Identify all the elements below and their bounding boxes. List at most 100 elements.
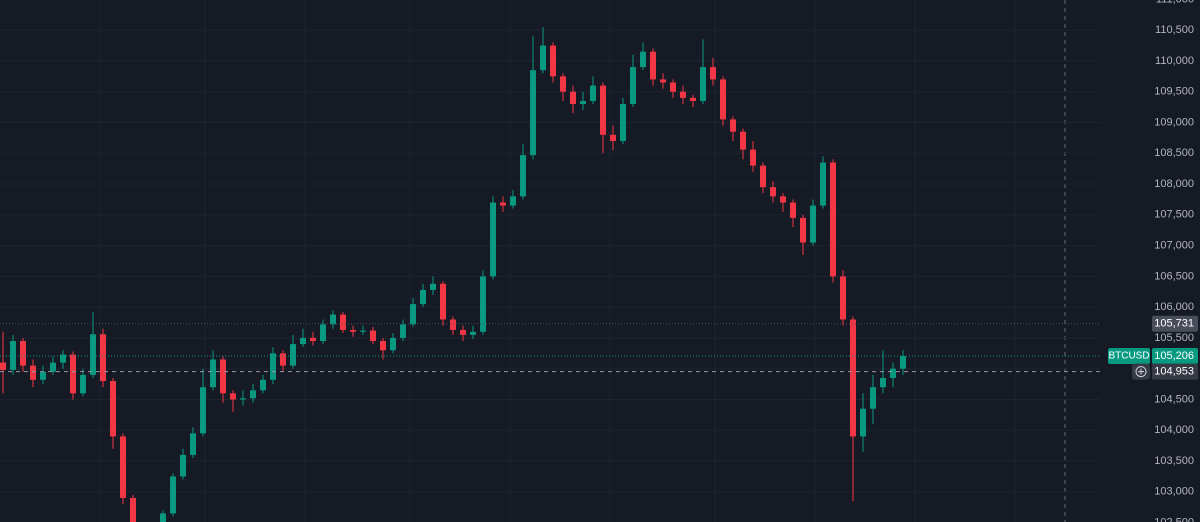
price-name: BTCUSD xyxy=(1108,351,1149,362)
candle-body xyxy=(440,283,446,320)
candle-body xyxy=(740,131,746,150)
candle-body xyxy=(540,45,546,71)
y-tick-label: 107,000 xyxy=(1154,240,1194,252)
vertical-grid xyxy=(99,0,1016,522)
y-tick-label: 107,500 xyxy=(1154,209,1194,221)
candle-body xyxy=(160,513,166,522)
candle-body xyxy=(670,82,676,92)
candle-body xyxy=(750,149,756,166)
candle-body xyxy=(420,289,426,305)
candle-body xyxy=(630,67,636,105)
candle-body xyxy=(490,202,496,277)
candle-body xyxy=(290,344,296,366)
candle-body xyxy=(280,353,286,366)
y-tick-label: 104,000 xyxy=(1154,424,1194,436)
price-label-bg xyxy=(1152,363,1198,380)
candle-body xyxy=(390,337,396,351)
candle-body xyxy=(780,196,786,203)
candle-body xyxy=(550,45,556,77)
candle-body xyxy=(0,362,6,370)
candle-body xyxy=(320,324,326,342)
candle-body xyxy=(500,202,506,206)
y-tick-label: 102,500 xyxy=(1154,517,1194,522)
candle-body xyxy=(860,408,866,437)
candle-body xyxy=(710,67,716,80)
candle-body xyxy=(660,79,666,83)
price-label: 105,731 xyxy=(1154,318,1194,330)
candle-body xyxy=(220,359,226,394)
candle-body xyxy=(760,165,766,188)
candle-body xyxy=(250,390,256,399)
y-tick-label: 104,500 xyxy=(1154,393,1194,405)
candle-body xyxy=(700,67,706,101)
candle-body xyxy=(30,365,36,380)
candle-body xyxy=(400,324,406,338)
candle-body xyxy=(730,119,736,132)
candle-body xyxy=(240,398,246,400)
candle-body xyxy=(790,202,796,218)
y-tick-label: 106,000 xyxy=(1154,301,1194,313)
price-name-bg xyxy=(1108,348,1150,365)
candle-body xyxy=(180,454,186,477)
candle-body xyxy=(60,354,66,363)
candle-body xyxy=(470,331,476,335)
candle-body xyxy=(450,319,456,330)
candle-body xyxy=(50,362,56,372)
candle-body xyxy=(460,329,466,335)
candle-body xyxy=(370,330,376,342)
candle-body xyxy=(200,387,206,434)
candle-body xyxy=(380,341,386,351)
candle-body xyxy=(640,51,646,68)
y-tick-label: 106,500 xyxy=(1154,270,1194,282)
candle-body xyxy=(70,354,76,394)
candle-body xyxy=(650,51,656,80)
candle-body xyxy=(10,341,16,370)
y-tick-label: 111,000 xyxy=(1156,0,1194,5)
price-label: 105,206 xyxy=(1154,350,1194,362)
candle-body xyxy=(810,205,816,243)
candle-body xyxy=(430,283,436,290)
candle-body xyxy=(830,162,836,277)
candle-body xyxy=(360,330,366,332)
price-label-bg xyxy=(1152,315,1198,332)
candle-body xyxy=(570,91,576,105)
candle-body xyxy=(330,314,336,325)
candle-body xyxy=(270,353,276,380)
candle-body xyxy=(890,368,896,378)
candle-body xyxy=(480,276,486,332)
y-tick-label: 105,500 xyxy=(1154,332,1194,344)
candle-body xyxy=(510,196,516,206)
candle-body xyxy=(600,85,606,135)
candle-body xyxy=(580,100,586,105)
candle-body xyxy=(410,304,416,325)
candle-body xyxy=(120,436,126,498)
y-tick-label: 103,500 xyxy=(1154,455,1194,467)
y-tick-label: 103,000 xyxy=(1154,486,1194,498)
y-tick-label: 109,500 xyxy=(1154,86,1194,98)
candle-body xyxy=(900,356,906,369)
candle-body xyxy=(770,187,776,197)
candle-body xyxy=(20,341,26,366)
candle-body xyxy=(590,85,596,101)
candle-body xyxy=(840,276,846,320)
candle-body xyxy=(850,319,856,437)
candle-body xyxy=(170,476,176,514)
candle-body xyxy=(620,104,626,141)
y-tick-label: 108,000 xyxy=(1154,178,1194,190)
candle-body xyxy=(690,97,696,101)
candle-body xyxy=(210,359,216,388)
candle-body xyxy=(560,76,566,92)
candle-body xyxy=(610,134,616,141)
candle-body xyxy=(520,155,526,197)
candle-body xyxy=(40,371,46,380)
y-tick-label: 108,500 xyxy=(1154,147,1194,159)
y-tick-label: 110,000 xyxy=(1155,55,1194,67)
candle-body xyxy=(110,381,116,437)
candle-body xyxy=(680,91,686,98)
price-label: 104,953 xyxy=(1154,366,1194,378)
candle-body xyxy=(230,393,236,400)
candle-body xyxy=(820,162,826,206)
